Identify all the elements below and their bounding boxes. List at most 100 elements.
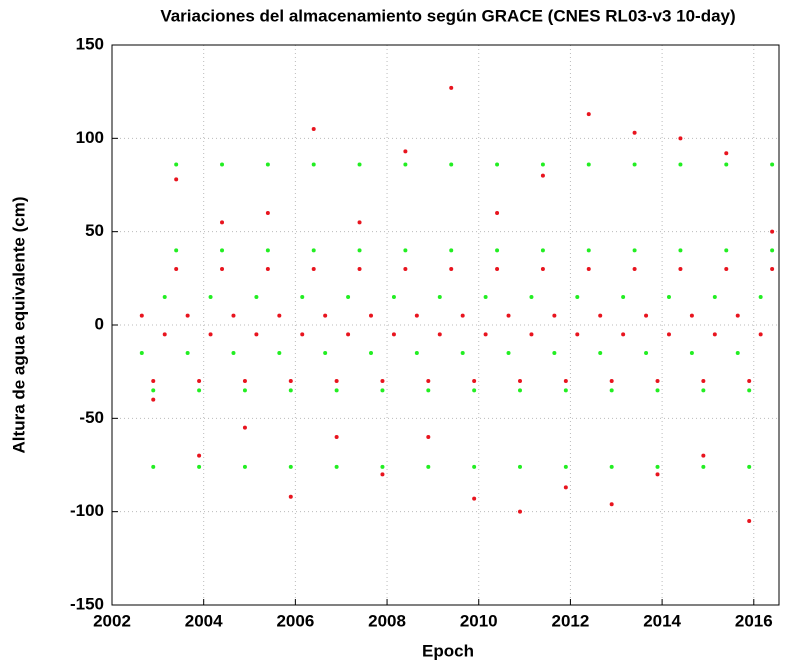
point [426,379,431,383]
x-tick-label: 2016 [735,611,773,630]
point [632,162,637,167]
point [449,85,454,90]
point [174,267,179,271]
point [540,173,545,178]
point [483,295,488,299]
point [357,220,362,225]
point [666,332,671,337]
point [242,388,247,393]
point [265,211,270,215]
point [357,162,362,167]
point [483,332,488,337]
y-tick-label: -50 [79,408,104,427]
point [380,464,385,469]
point [563,464,568,469]
x-tick-label: 2002 [93,611,131,630]
point [380,472,385,477]
point [632,248,637,253]
point [758,295,763,299]
point [369,313,374,318]
point [323,351,328,355]
point [437,332,442,337]
point [265,162,270,167]
point [449,162,454,167]
point [712,332,717,337]
point [414,351,419,355]
y-axis-label: Altura de agua equivalente (cm) [9,197,28,454]
point [151,388,156,393]
point [220,220,225,225]
point [380,379,385,383]
point [403,162,408,167]
point [586,112,591,117]
point [689,351,694,355]
x-tick-label: 2004 [185,611,223,630]
point [644,313,649,318]
point [174,162,179,167]
point [197,453,202,458]
point [598,313,603,318]
point [426,464,431,469]
point [540,267,545,271]
point [449,248,454,253]
point [277,351,282,355]
point [151,397,156,402]
point [254,295,259,299]
point [369,351,374,355]
point [540,162,545,167]
point [770,229,775,234]
point [220,248,225,253]
point [609,464,614,469]
point [689,313,694,318]
point [197,388,202,393]
point [380,388,385,393]
point [517,379,522,383]
y-tick-label: 150 [76,34,104,53]
y-tick-label: -150 [70,594,104,613]
point [598,351,603,355]
point [357,267,362,271]
point [254,332,259,337]
point [770,162,775,167]
point [426,435,431,439]
point [472,496,477,501]
point [758,332,763,337]
point [586,267,591,271]
point [678,267,683,271]
point [426,388,431,393]
point [586,162,591,167]
point [151,464,156,469]
point [747,464,752,469]
point [563,379,568,383]
point [770,248,775,253]
point [632,130,637,135]
point [517,388,522,393]
point [403,267,408,271]
point [300,295,305,299]
point [472,464,477,469]
point [311,127,316,131]
point [265,267,270,271]
point [162,332,167,337]
point [575,295,580,299]
point [346,295,351,299]
point [495,211,500,215]
point [231,313,236,318]
point [288,464,293,469]
point [655,388,660,393]
point [288,388,293,393]
point [563,485,568,490]
point [139,351,144,355]
point [242,425,247,430]
point [288,379,293,383]
point [552,351,557,355]
point [609,502,614,507]
x-tick-label: 2014 [643,611,681,630]
point [242,464,247,469]
point [460,351,465,355]
point [724,151,729,156]
point [334,435,339,439]
point [655,472,660,477]
